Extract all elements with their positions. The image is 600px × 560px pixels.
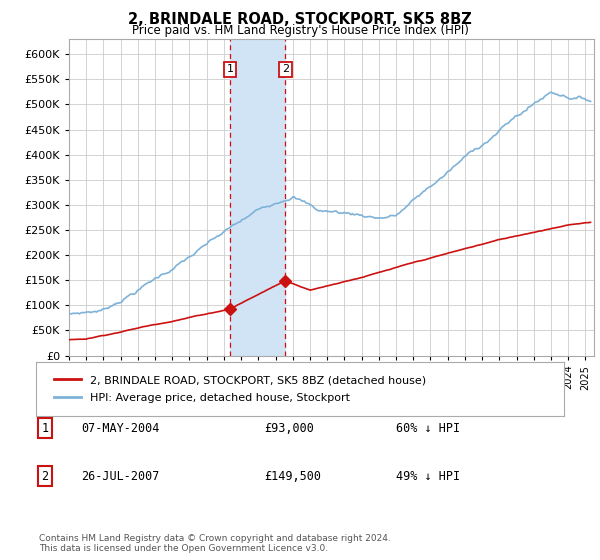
Text: 1: 1: [226, 64, 233, 74]
Text: 2, BRINDALE ROAD, STOCKPORT, SK5 8BZ: 2, BRINDALE ROAD, STOCKPORT, SK5 8BZ: [128, 12, 472, 27]
Bar: [230, 39, 286, 356]
Text: 49% ↓ HPI: 49% ↓ HPI: [396, 469, 460, 483]
Legend: 2, BRINDALE ROAD, STOCKPORT, SK5 8BZ (detached house), HPI: Average price, detac: 2, BRINDALE ROAD, STOCKPORT, SK5 8BZ (de…: [47, 368, 433, 409]
Text: 2: 2: [41, 469, 49, 483]
Text: 1: 1: [41, 422, 49, 435]
Text: 07-MAY-2004: 07-MAY-2004: [81, 422, 160, 435]
Text: 2: 2: [282, 64, 289, 74]
Text: Contains HM Land Registry data © Crown copyright and database right 2024.
This d: Contains HM Land Registry data © Crown c…: [39, 534, 391, 553]
Text: 60% ↓ HPI: 60% ↓ HPI: [396, 422, 460, 435]
Text: £93,000: £93,000: [264, 422, 314, 435]
Text: 26-JUL-2007: 26-JUL-2007: [81, 469, 160, 483]
Text: Price paid vs. HM Land Registry's House Price Index (HPI): Price paid vs. HM Land Registry's House …: [131, 24, 469, 36]
Text: £149,500: £149,500: [264, 469, 321, 483]
